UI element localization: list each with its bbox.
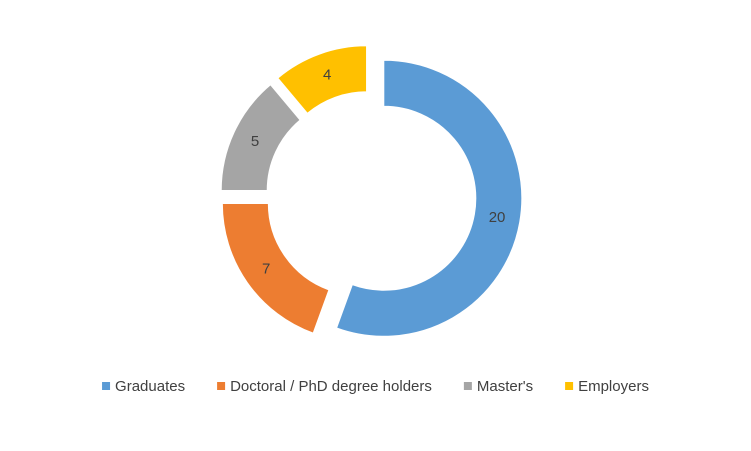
data-label: 20 [489,209,506,226]
legend-label: Master's [477,378,533,395]
slice [221,202,330,334]
slice [335,59,523,337]
legend-label: Graduates [115,378,185,395]
legend-label: Employers [578,378,649,395]
data-label: 7 [262,260,270,277]
legend-swatch [217,382,226,390]
data-label: 4 [323,67,331,84]
legend-swatch [102,382,111,390]
legend-swatch [463,382,472,390]
slice [277,45,368,115]
legend-swatch [565,382,574,390]
legend-label: Doctoral / PhD degree holders [230,378,432,395]
slice [220,84,301,192]
data-label: 5 [251,133,259,150]
